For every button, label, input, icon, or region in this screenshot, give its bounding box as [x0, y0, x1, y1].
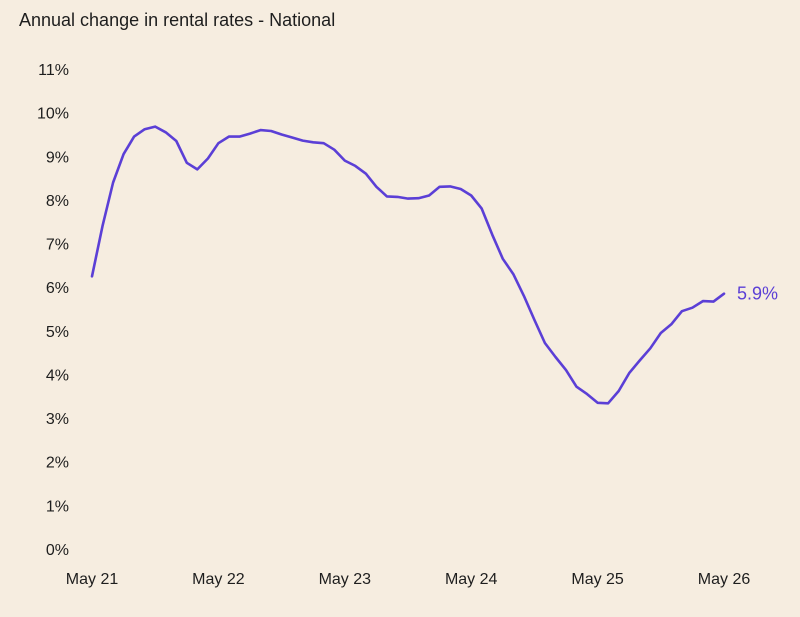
x-tick-label: May 25 [571, 571, 624, 588]
series-line [90, 125, 726, 405]
y-tick-label: 7% [46, 237, 69, 254]
y-axis: 0% 1% 2% 3% 4% 5% 6% 7% 8% 9% 10% 11% [37, 62, 69, 559]
y-tick-label: 8% [46, 193, 69, 210]
x-tick-label: May 23 [319, 571, 372, 588]
y-tick-label: 9% [46, 149, 69, 166]
y-tick-label: 10% [37, 106, 69, 123]
y-tick-label: 6% [46, 280, 69, 297]
y-tick-label: 3% [46, 411, 69, 428]
y-tick-label: 5% [46, 324, 69, 341]
x-tick-label: May 21 [66, 571, 119, 588]
x-tick-label: May 22 [192, 571, 245, 588]
y-tick-label: 0% [46, 542, 69, 559]
y-tick-label: 11% [38, 62, 69, 79]
end-value-label: 5.9% [737, 284, 778, 304]
chart-title: Annual change in rental rates - National [19, 10, 336, 30]
x-tick-label: May 24 [445, 571, 498, 588]
y-tick-label: 2% [46, 455, 69, 472]
y-tick-label: 4% [46, 367, 69, 384]
x-axis: May 21 May 22 May 23 May 24 May 25 May 26 [66, 571, 751, 588]
plot-area: 5.9% [90, 125, 778, 405]
x-tick-label: May 26 [698, 571, 751, 588]
y-tick-label: 1% [46, 498, 69, 515]
